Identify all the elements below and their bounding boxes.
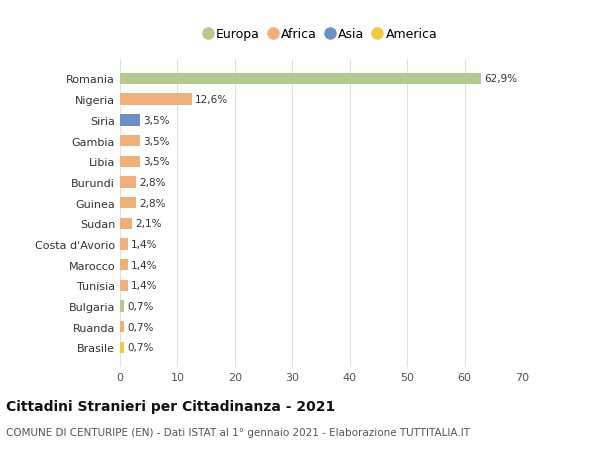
Bar [120, 177, 136, 188]
Text: 1,4%: 1,4% [131, 240, 157, 249]
Bar [120, 197, 136, 209]
Bar [120, 115, 140, 126]
Bar [120, 259, 128, 271]
Text: 2,8%: 2,8% [139, 178, 166, 187]
Text: 0,7%: 0,7% [127, 342, 153, 353]
Bar [120, 301, 124, 312]
Bar [120, 239, 128, 250]
Bar [120, 321, 124, 333]
Bar [120, 94, 193, 106]
Legend: Europa, Africa, Asia, America: Europa, Africa, Asia, America [202, 26, 440, 44]
Text: 3,5%: 3,5% [143, 157, 169, 167]
Text: Cittadini Stranieri per Cittadinanza - 2021: Cittadini Stranieri per Cittadinanza - 2… [6, 399, 335, 413]
Text: 1,4%: 1,4% [131, 280, 157, 291]
Bar [120, 156, 140, 168]
Text: 2,8%: 2,8% [139, 198, 166, 208]
Text: COMUNE DI CENTURIPE (EN) - Dati ISTAT al 1° gennaio 2021 - Elaborazione TUTTITAL: COMUNE DI CENTURIPE (EN) - Dati ISTAT al… [6, 427, 470, 437]
Text: 0,7%: 0,7% [127, 301, 153, 311]
Bar [120, 342, 124, 353]
Text: 0,7%: 0,7% [127, 322, 153, 332]
Bar [120, 218, 132, 230]
Text: 2,1%: 2,1% [135, 219, 161, 229]
Text: 12,6%: 12,6% [195, 95, 229, 105]
Text: 62,9%: 62,9% [484, 74, 517, 84]
Bar [120, 135, 140, 147]
Bar [120, 280, 128, 291]
Text: 1,4%: 1,4% [131, 260, 157, 270]
Text: 3,5%: 3,5% [143, 116, 169, 126]
Text: 3,5%: 3,5% [143, 136, 169, 146]
Bar [120, 73, 481, 85]
